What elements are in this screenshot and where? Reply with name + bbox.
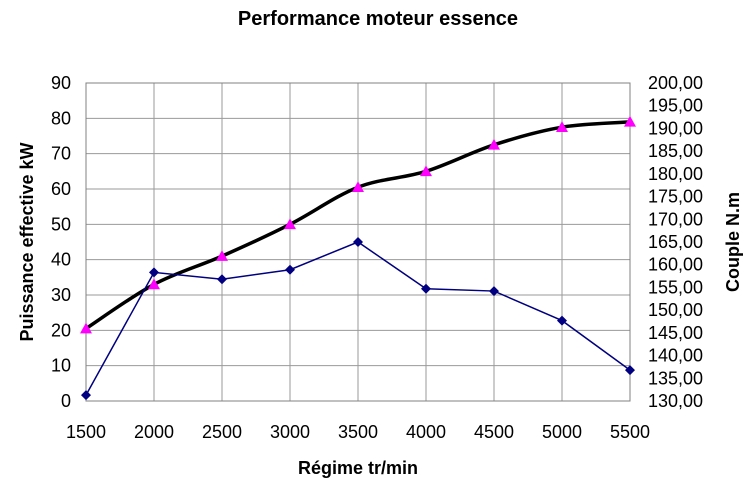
y2-axis-label: Couple N.m <box>723 192 743 292</box>
y2-tick-11: 185,00 <box>648 141 703 161</box>
torque-point-8 <box>625 365 635 376</box>
x-tick-labels: 1500 2000 2500 3000 3500 4000 4500 5000 5500 <box>66 422 650 442</box>
y2-tick-12: 190,00 <box>648 118 703 138</box>
torque-point-6 <box>489 286 499 297</box>
x-axis-label: Régime tr/min <box>298 458 418 478</box>
y2-tick-7: 165,00 <box>648 232 703 252</box>
power-point-2 <box>216 250 228 261</box>
y2-tick-5: 155,00 <box>648 277 703 297</box>
x-tick-7: 5000 <box>542 422 582 442</box>
marker-layer <box>80 115 636 401</box>
power-point-3 <box>284 218 296 230</box>
x-tick-0: 1500 <box>66 422 106 442</box>
x-tick-8: 5500 <box>610 422 650 442</box>
x-tick-5: 4000 <box>406 422 446 442</box>
y2-tick-10: 180,00 <box>648 164 703 184</box>
torque-point-2 <box>217 274 227 285</box>
plot-area <box>85 82 631 402</box>
y2-tick-1: 135,00 <box>648 368 703 388</box>
grid-lines <box>85 82 631 402</box>
y-tick-0: 0 <box>61 391 71 411</box>
x-tick-2: 2500 <box>202 422 242 442</box>
torque-point-4 <box>353 237 363 247</box>
torque-point-0 <box>81 390 91 401</box>
y2-tick-14: 200,00 <box>648 73 703 93</box>
x-tick-3: 3000 <box>270 422 310 442</box>
y-tick-8: 80 <box>51 108 71 128</box>
y2-tick-9: 175,00 <box>648 187 703 207</box>
y-tick-2: 20 <box>51 320 71 340</box>
y-tick-7: 70 <box>51 144 71 164</box>
y-axis-label: Puissance effective kW <box>17 142 37 341</box>
y-tick-1: 10 <box>51 356 71 376</box>
x-tick-1: 2000 <box>134 422 174 442</box>
torque-point-7 <box>557 315 567 326</box>
y2-tick-13: 195,00 <box>648 96 703 116</box>
x-tick-4: 3500 <box>338 422 378 442</box>
power-point-6 <box>488 138 500 150</box>
power-point-8 <box>624 115 636 127</box>
torque-point-1 <box>149 267 159 278</box>
torque-point-5 <box>421 283 431 294</box>
y2-tick-4: 150,00 <box>648 300 703 320</box>
x-tick-6: 4500 <box>474 422 514 442</box>
power-point-1 <box>148 278 160 290</box>
power-point-5 <box>420 165 432 177</box>
y-tick-labels: 0 10 20 30 40 50 60 70 80 90 <box>51 73 71 411</box>
power-point-7 <box>556 121 568 132</box>
power-point-0 <box>80 322 92 334</box>
y-tick-4: 40 <box>51 250 71 270</box>
y2-tick-6: 160,00 <box>648 255 703 275</box>
torque-point-3 <box>285 264 295 275</box>
y2-tick-2: 140,00 <box>648 346 703 366</box>
power-point-4 <box>352 181 364 193</box>
y2-tick-3: 145,00 <box>648 323 703 343</box>
y-tick-6: 60 <box>51 179 71 199</box>
chart-title: Performance moteur essence <box>238 8 518 30</box>
y2-tick-8: 170,00 <box>648 209 703 229</box>
y-tick-5: 50 <box>51 214 71 234</box>
y2-tick-0: 130,00 <box>648 391 703 411</box>
y-tick-3: 30 <box>51 285 71 305</box>
y-tick-9: 90 <box>51 73 71 93</box>
